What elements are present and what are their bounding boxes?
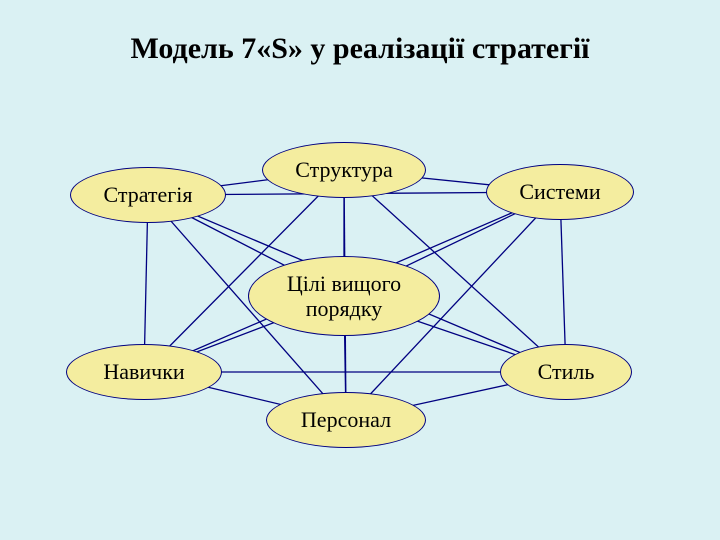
page-title: Модель 7«S» у реалізації стратегії — [0, 32, 720, 66]
node-style: Стиль — [500, 344, 632, 400]
node-strategy: Стратегія — [70, 167, 226, 223]
diagram-canvas: Модель 7«S» у реалізації стратегії Страт… — [0, 0, 720, 540]
node-systems: Системи — [486, 164, 634, 220]
node-structure: Структура — [262, 142, 426, 198]
node-skills: Навички — [66, 344, 222, 400]
node-staff: Персонал — [266, 392, 426, 448]
node-shared: Цілі вищого порядку — [248, 256, 440, 336]
